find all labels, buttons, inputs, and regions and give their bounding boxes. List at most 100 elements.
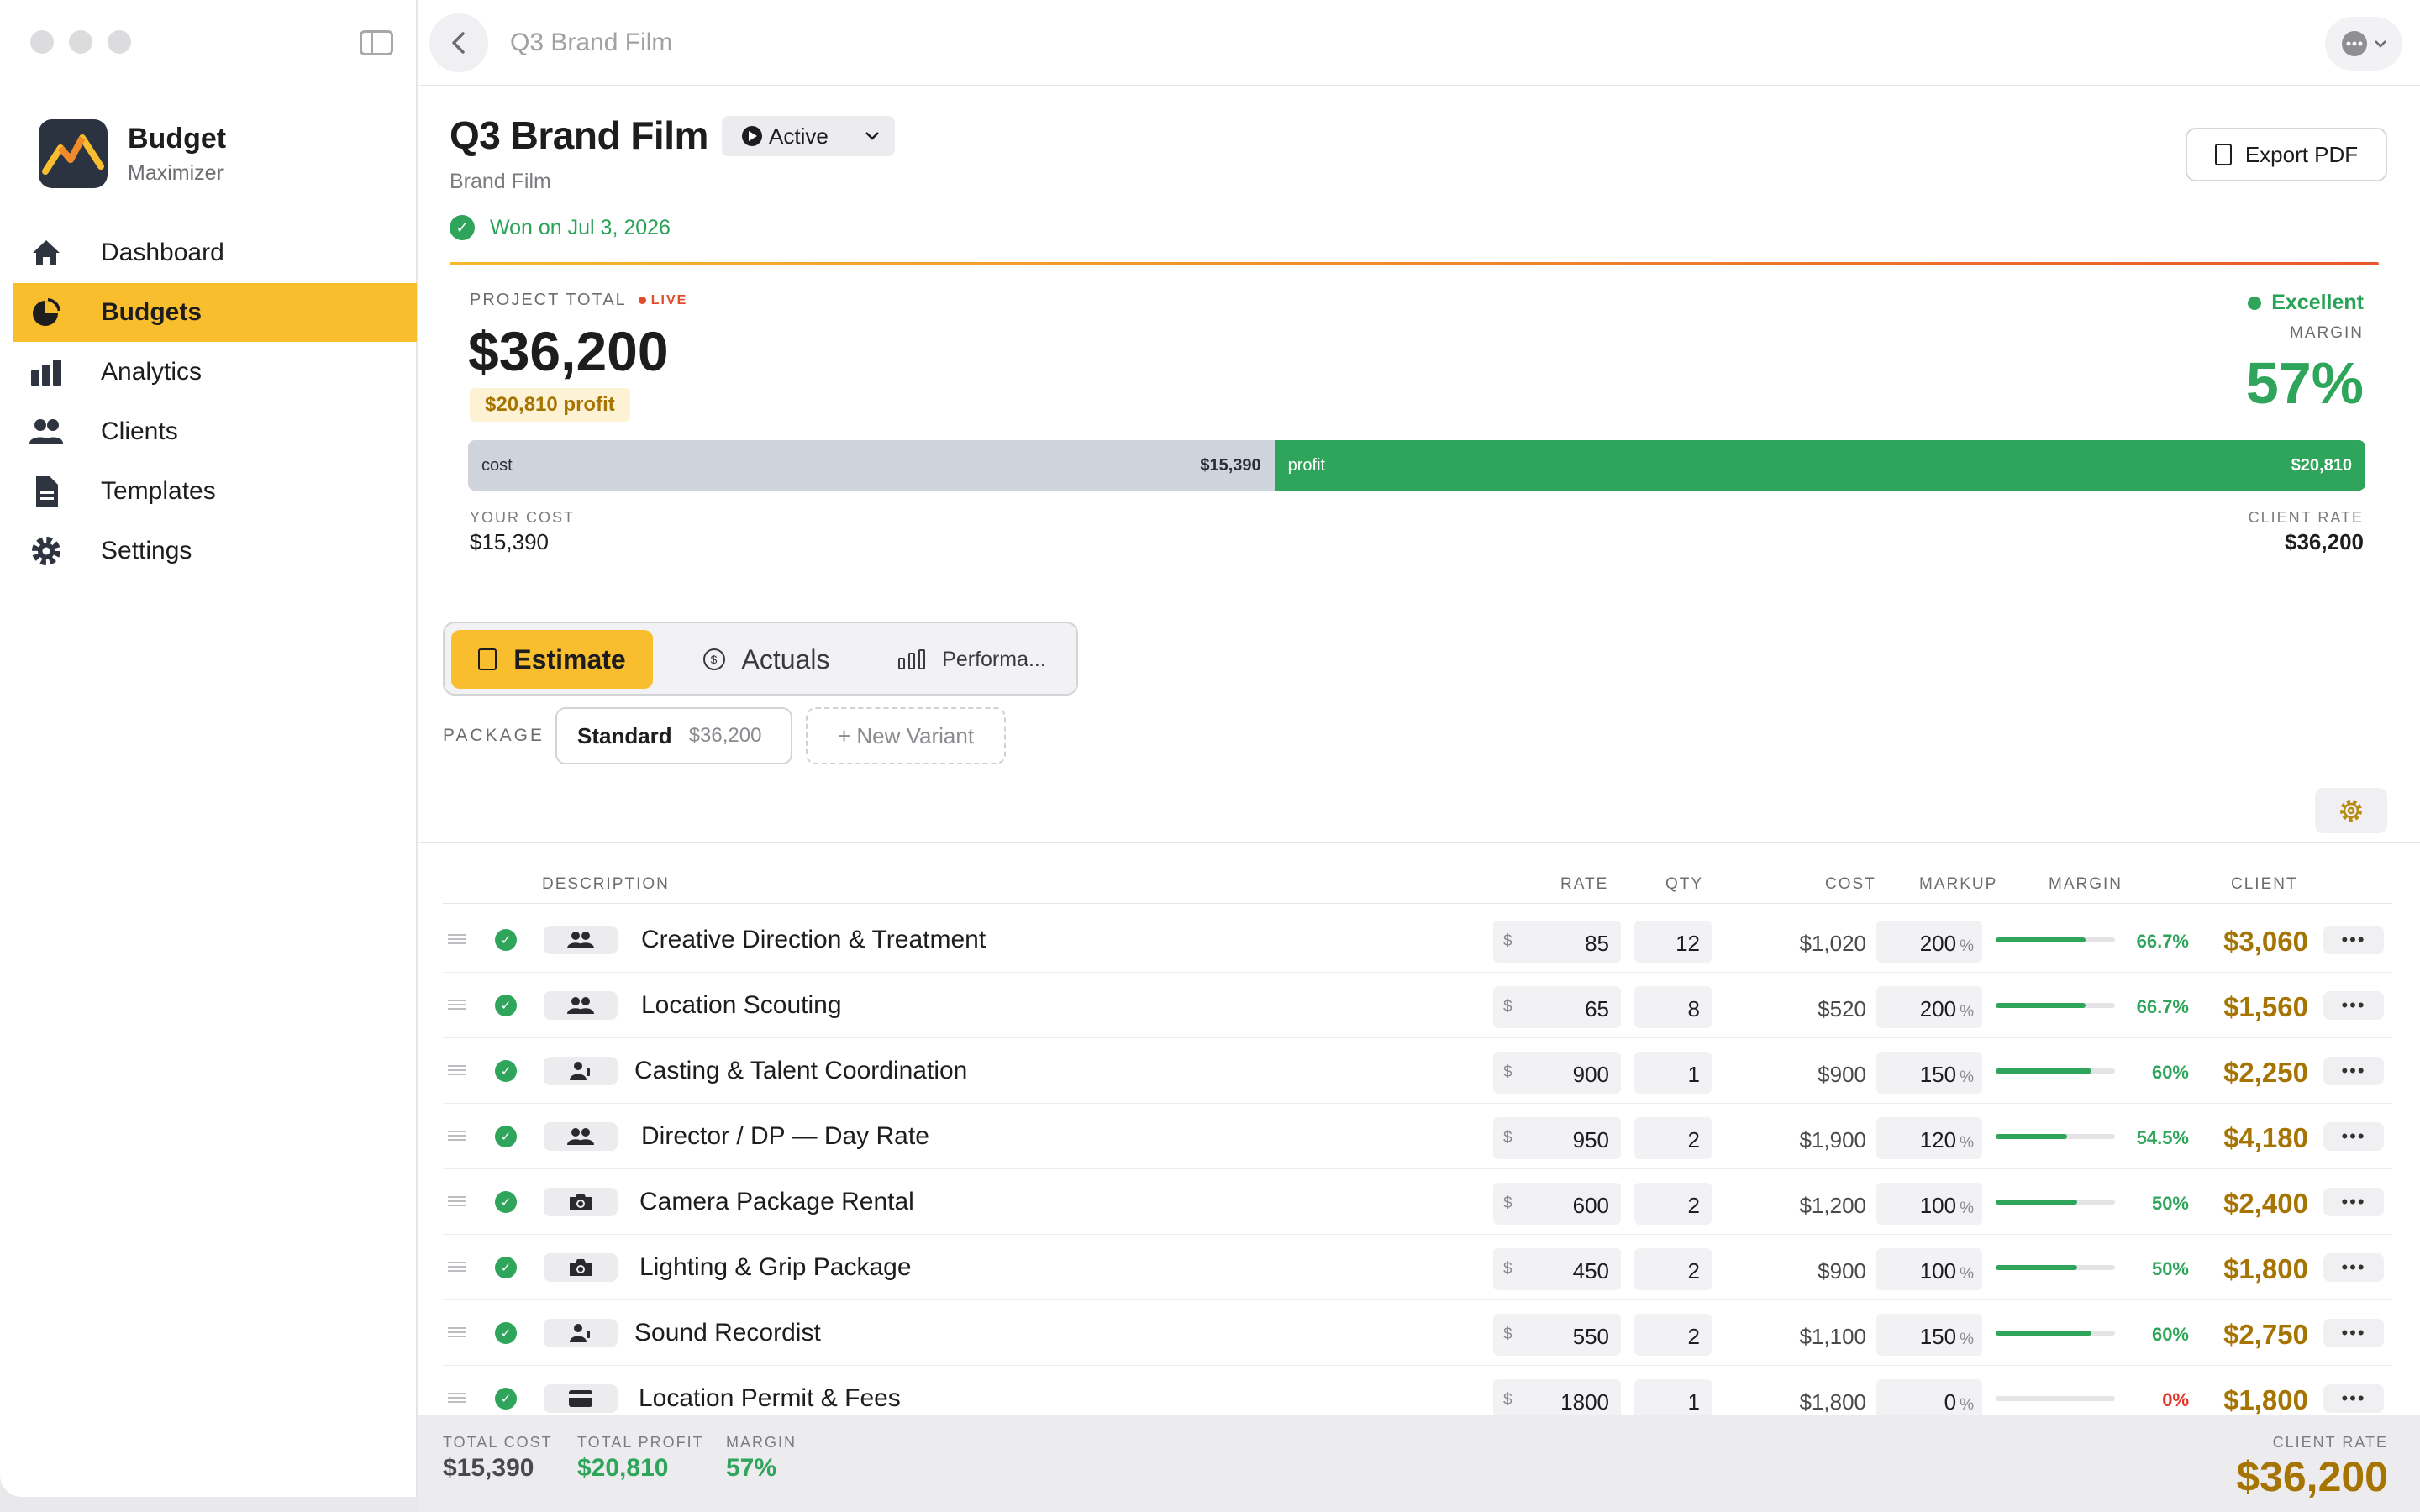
drag-handle-icon[interactable]	[448, 1327, 466, 1337]
sidebar-item-settings[interactable]: Settings	[13, 522, 417, 580]
camera-icon[interactable]	[544, 1253, 618, 1282]
minimize-window-button[interactable]	[69, 30, 92, 54]
row-menu-button[interactable]: •••	[2323, 991, 2384, 1020]
item-description[interactable]: Sound Recordist	[634, 1319, 821, 1347]
check-circle-icon[interactable]: ✓	[495, 1388, 517, 1410]
row-menu-button[interactable]: •••	[2323, 1319, 2384, 1347]
new-variant-button[interactable]: + New Variant	[806, 707, 1006, 764]
check-circle-icon[interactable]: ✓	[495, 1322, 517, 1344]
tab-performance[interactable]: Performa...	[873, 630, 1071, 689]
export-pdf-button[interactable]: Export PDF	[2186, 128, 2387, 181]
check-circle-icon[interactable]: ✓	[495, 1257, 517, 1278]
item-description[interactable]: Lighting & Grip Package	[639, 1253, 912, 1281]
row-menu-button[interactable]: •••	[2323, 1122, 2384, 1151]
team-icon[interactable]	[544, 1122, 618, 1151]
markup-input[interactable]: 200%	[1876, 921, 1982, 963]
more-menu-button[interactable]	[2325, 17, 2402, 71]
table-row[interactable]: ✓ Casting & Talent Coordination $ 900 1 …	[443, 1038, 2392, 1104]
sidebar-item-budgets[interactable]: Budgets	[13, 283, 417, 342]
row-menu-button[interactable]: •••	[2323, 1188, 2384, 1216]
table-row[interactable]: ✓ Lighting & Grip Package $ 450 2 $900 1…	[443, 1235, 2392, 1300]
rate-input[interactable]: $ 950	[1493, 1117, 1621, 1159]
table-row[interactable]: ✓ Creative Direction & Treatment $ 85 12…	[443, 907, 2392, 973]
table-settings-button[interactable]	[2315, 788, 2387, 833]
sidebar-item-dashboard[interactable]: Dashboard	[13, 223, 417, 282]
item-description[interactable]: Camera Package Rental	[639, 1188, 914, 1215]
status-dropdown[interactable]: Active	[722, 116, 895, 156]
drag-handle-icon[interactable]	[448, 1000, 466, 1010]
back-button[interactable]	[429, 13, 488, 72]
qty-input[interactable]: 1	[1634, 1052, 1712, 1094]
table-header: DESCRIPTION RATE QTY COST MARKUP MARGIN …	[443, 867, 2392, 904]
row-menu-button[interactable]: •••	[2323, 1057, 2384, 1085]
markup-input[interactable]: 200%	[1876, 986, 1982, 1028]
camera-icon[interactable]	[544, 1188, 618, 1216]
markup-input[interactable]: 100%	[1876, 1183, 1982, 1225]
package-standard-button[interactable]: Standard $36,200	[555, 707, 792, 764]
check-circle-icon[interactable]: ✓	[495, 929, 517, 951]
item-description[interactable]: Director / DP — Day Rate	[641, 1122, 929, 1150]
drag-handle-icon[interactable]	[448, 1393, 466, 1403]
qty-input[interactable]: 1	[1634, 1379, 1712, 1421]
qty-input[interactable]: 2	[1634, 1314, 1712, 1356]
person-icon[interactable]	[544, 1057, 618, 1085]
team-icon[interactable]	[544, 991, 618, 1020]
users-icon	[29, 414, 64, 449]
sidebar-toggle-icon[interactable]	[360, 30, 393, 55]
markup-input[interactable]: 150%	[1876, 1052, 1982, 1094]
card-icon[interactable]	[544, 1384, 618, 1413]
check-circle-icon[interactable]: ✓	[495, 1060, 517, 1082]
zoom-window-button[interactable]	[108, 30, 131, 54]
row-menu-button[interactable]: •••	[2323, 1253, 2384, 1282]
team-icon[interactable]	[544, 926, 618, 954]
check-circle-icon[interactable]: ✓	[495, 995, 517, 1016]
table-row[interactable]: ✓ Director / DP — Day Rate $ 950 2 $1,90…	[443, 1104, 2392, 1169]
sidebar-item-clients[interactable]: Clients	[13, 402, 417, 461]
person-icon[interactable]	[544, 1319, 618, 1347]
markup-input[interactable]: 120%	[1876, 1117, 1982, 1159]
client-rate-value: $36,200	[2285, 529, 2364, 554]
item-description[interactable]: Creative Direction & Treatment	[641, 926, 986, 953]
tab-actuals[interactable]: $ Actuals	[670, 630, 863, 689]
divider	[418, 842, 2420, 843]
row-menu-button[interactable]: •••	[2323, 1384, 2384, 1413]
rate-input[interactable]: $ 900	[1493, 1052, 1621, 1094]
drag-handle-icon[interactable]	[448, 1131, 466, 1141]
table-row[interactable]: ✓ Location Scouting $ 65 8 $520 200% 66.…	[443, 973, 2392, 1038]
rate-input[interactable]: $ 85	[1493, 921, 1621, 963]
rate-input[interactable]: $ 550	[1493, 1314, 1621, 1356]
your-cost-label: YOUR COST	[470, 509, 576, 526]
qty-input[interactable]: 8	[1634, 986, 1712, 1028]
markup-input[interactable]: 150%	[1876, 1314, 1982, 1356]
ellipsis-circle-icon	[2342, 31, 2367, 56]
qty-input[interactable]: 12	[1634, 921, 1712, 963]
rate-input[interactable]: $ 450	[1493, 1248, 1621, 1290]
item-description[interactable]: Location Permit & Fees	[639, 1384, 901, 1412]
drag-handle-icon[interactable]	[448, 1065, 466, 1075]
drag-handle-icon[interactable]	[448, 1196, 466, 1206]
markup-input[interactable]: 0%	[1876, 1379, 1982, 1421]
table-row[interactable]: ✓ Sound Recordist $ 550 2 $1,100 150% 60…	[443, 1300, 2392, 1366]
drag-handle-icon[interactable]	[448, 1262, 466, 1272]
tab-estimate[interactable]: Estimate	[451, 630, 653, 689]
table-row[interactable]: ✓ Camera Package Rental $ 600 2 $1,200 1…	[443, 1169, 2392, 1235]
check-circle-icon[interactable]: ✓	[495, 1126, 517, 1147]
sidebar-item-analytics[interactable]: Analytics	[13, 343, 417, 402]
row-menu-button[interactable]: •••	[2323, 926, 2384, 954]
margin-label: MARGIN	[2290, 324, 2364, 342]
qty-input[interactable]: 2	[1634, 1117, 1712, 1159]
item-description[interactable]: Casting & Talent Coordination	[634, 1057, 968, 1084]
rate-input[interactable]: $ 65	[1493, 986, 1621, 1028]
qty-input[interactable]: 2	[1634, 1248, 1712, 1290]
close-window-button[interactable]	[30, 30, 54, 54]
drag-handle-icon[interactable]	[448, 934, 466, 944]
check-circle-icon[interactable]: ✓	[495, 1191, 517, 1213]
rate-input[interactable]: $ 600	[1493, 1183, 1621, 1225]
rate-input[interactable]: $ 1800	[1493, 1379, 1621, 1421]
qty-input[interactable]: 2	[1634, 1183, 1712, 1225]
item-description[interactable]: Location Scouting	[641, 991, 842, 1019]
markup-input[interactable]: 100%	[1876, 1248, 1982, 1290]
sidebar-item-templates[interactable]: Templates	[13, 462, 417, 521]
cost-value: $1,800	[1799, 1389, 1866, 1415]
sidebar-item-label: Templates	[101, 477, 216, 505]
